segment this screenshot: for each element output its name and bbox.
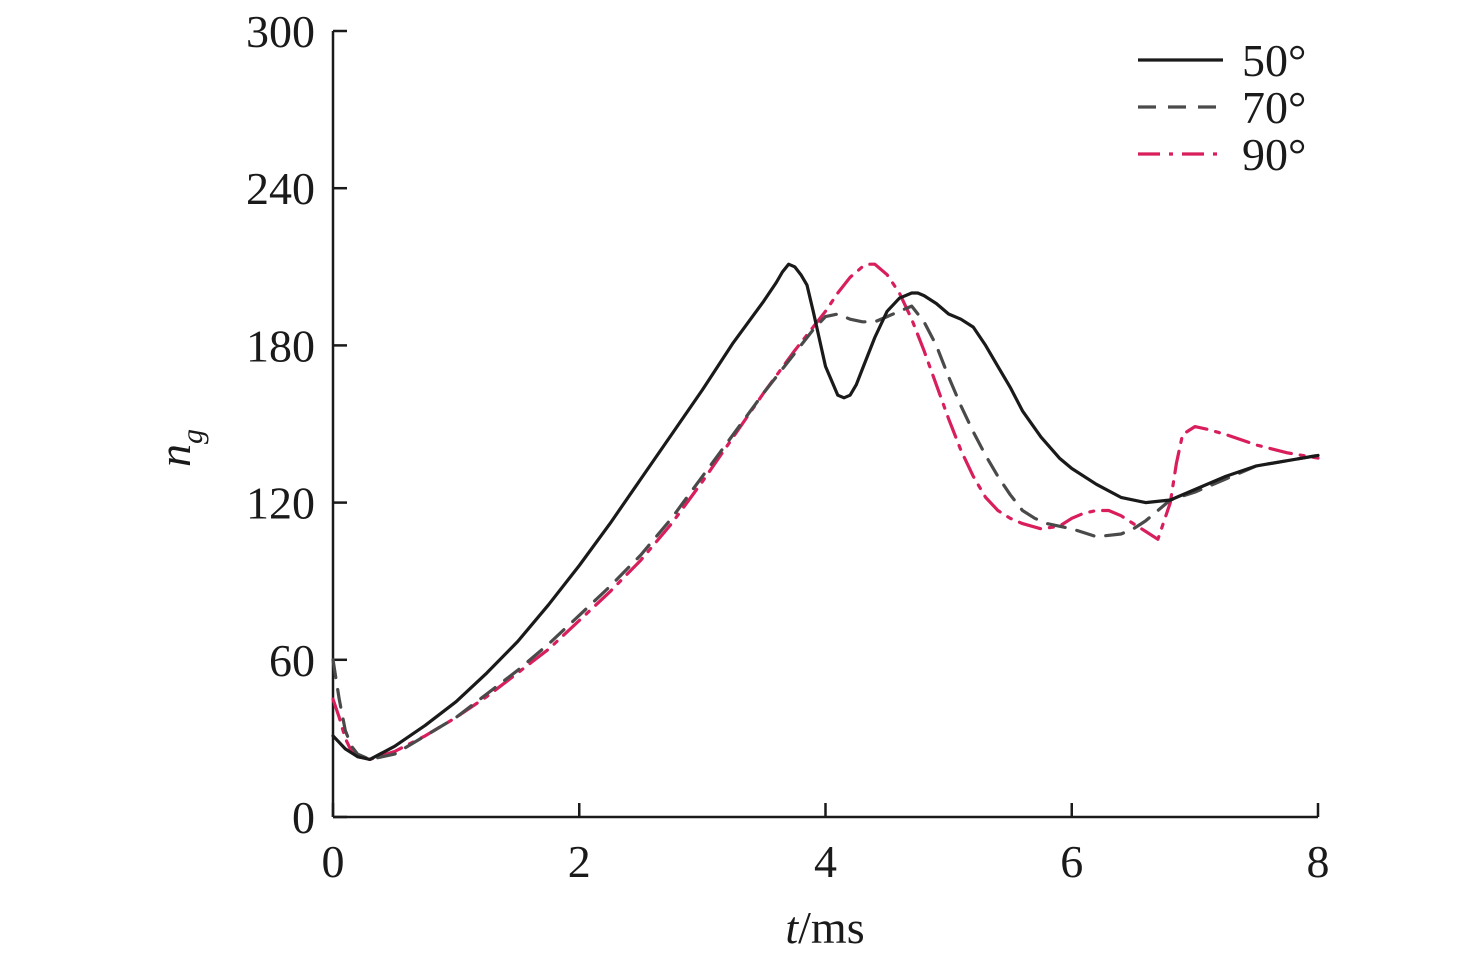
- x-tick-label: 4: [814, 836, 837, 887]
- y-tick-label: 60: [269, 635, 315, 686]
- y-tick-label: 240: [246, 163, 315, 214]
- legend-label-2: 90°: [1242, 129, 1306, 180]
- series-layer: [331, 262, 1320, 761]
- legend: 50°70°90°: [1138, 35, 1306, 180]
- series-line-1: [331, 304, 1320, 761]
- svg-text:ng: ng: [149, 429, 209, 467]
- x-axis-title-unit: /ms: [798, 902, 864, 953]
- y-tick-label: 0: [292, 792, 315, 843]
- x-tick-label: 8: [1307, 836, 1330, 887]
- x-tick-label: 6: [1060, 836, 1083, 887]
- y-tick-label: 120: [246, 478, 315, 529]
- legend-label-1: 70°: [1242, 82, 1306, 133]
- x-axis-title: t/ms: [785, 902, 864, 953]
- y-tick-label: 180: [246, 320, 315, 371]
- series-line-0: [331, 262, 1320, 761]
- y-tick-label: 300: [246, 6, 315, 57]
- axes: 0 60 120 180 240 300 0 2 4 6 8: [246, 6, 1330, 887]
- y-axis-title-main: n: [149, 444, 200, 467]
- x-tick-label: 0: [322, 836, 345, 887]
- x-tick-label: 2: [568, 836, 591, 887]
- legend-label-0: 50°: [1242, 35, 1306, 86]
- x-axis-title-variable: t: [785, 902, 799, 953]
- y-axis-title: ng: [149, 429, 209, 467]
- y-axis-title-sub: g: [176, 429, 209, 444]
- series-line-2: [331, 262, 1320, 761]
